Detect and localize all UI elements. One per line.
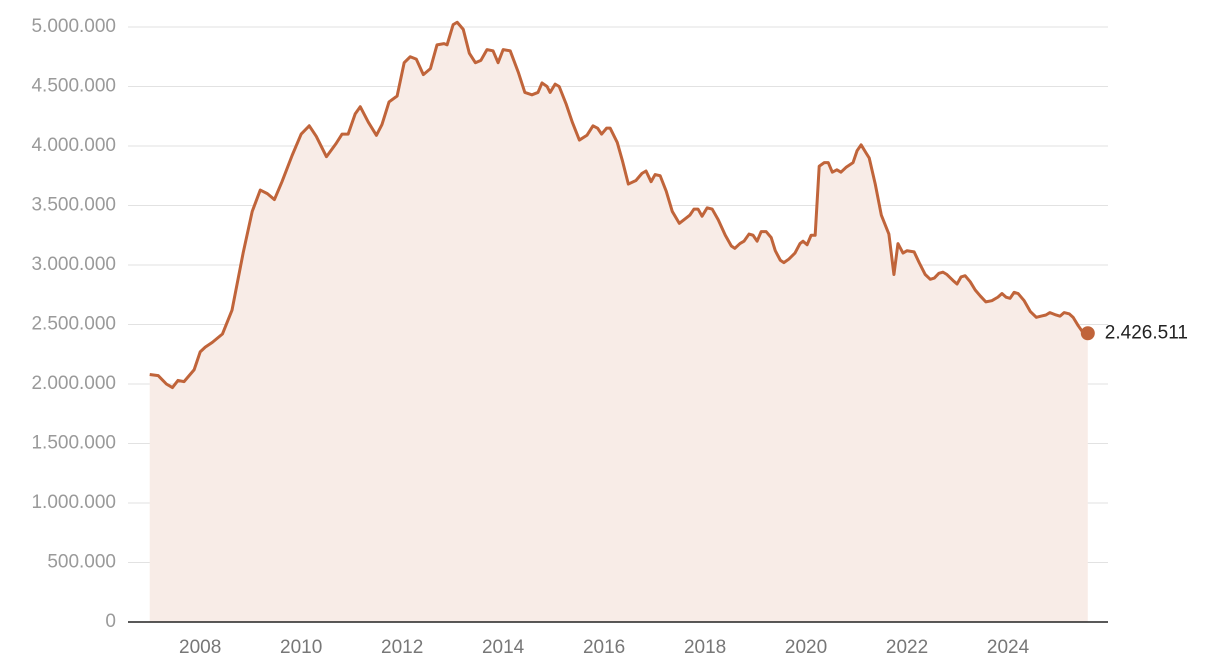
x-tick-label: 2016 [583,637,625,658]
x-tick-label: 2008 [179,637,221,658]
line [149,20,1088,390]
y-tick-label: 1.500.000 [31,433,116,454]
y-tick-label: 3.000.000 [31,254,116,275]
y-tick-label: 5.000.000 [31,16,116,37]
y-tick-label: 0 [105,611,116,632]
y-tick-label: 3.500.000 [31,195,116,216]
value-label: 2.426.511 [1105,322,1188,343]
y-tick-label: 500.000 [47,552,116,573]
x-tick-label: 2018 [684,637,726,658]
x-tick-label: 2014 [482,637,525,658]
y-tick-label: 2.000.000 [31,373,116,394]
area-fill [149,22,1088,623]
y-tick-label: 4.500.000 [31,76,116,97]
x-tick-label: 2010 [280,637,322,658]
end-point [1080,326,1095,341]
x-tick-label: 2020 [785,637,827,658]
x-tick-label: 2024 [987,637,1030,658]
y-tick-label: 1.000.000 [31,492,116,513]
y-tick-label: 2.500.000 [31,314,116,335]
x-tick-label: 2022 [886,637,928,658]
y-tick-label: 4.000.000 [31,135,116,156]
x-tick-label: 2012 [381,637,423,658]
